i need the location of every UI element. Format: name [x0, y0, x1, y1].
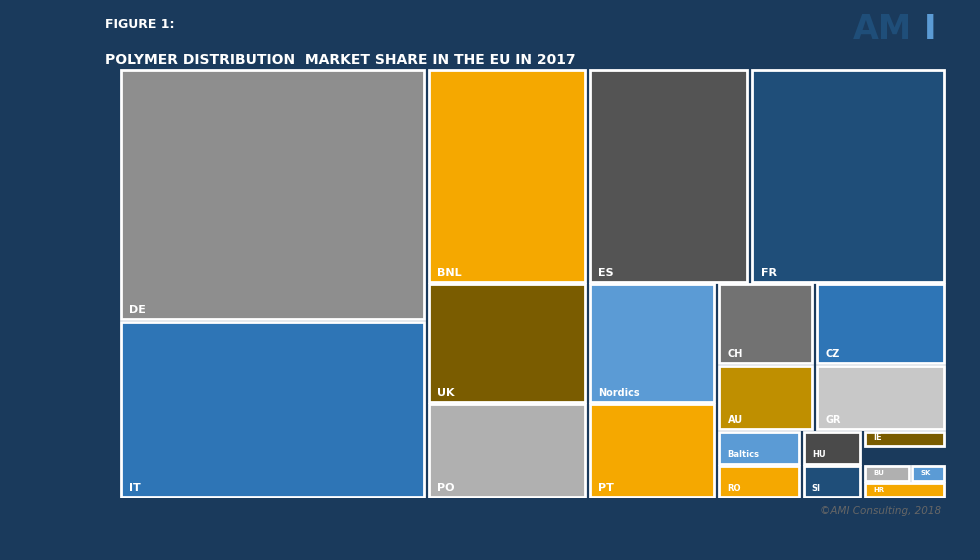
FancyBboxPatch shape: [911, 466, 944, 480]
Text: HU: HU: [811, 450, 825, 459]
FancyBboxPatch shape: [864, 432, 944, 446]
FancyBboxPatch shape: [719, 466, 799, 497]
FancyBboxPatch shape: [816, 284, 944, 363]
FancyBboxPatch shape: [719, 432, 799, 464]
Text: FIGURE 1:: FIGURE 1:: [105, 18, 174, 31]
Text: CZ: CZ: [825, 349, 840, 359]
FancyBboxPatch shape: [864, 483, 944, 497]
Text: RO: RO: [727, 484, 741, 493]
Text: Nordics: Nordics: [598, 388, 640, 398]
Text: AM: AM: [854, 13, 912, 46]
FancyBboxPatch shape: [719, 366, 811, 430]
FancyBboxPatch shape: [122, 322, 423, 497]
Text: POLYMER DISTRIBUTION  MARKET SHARE IN THE EU IN 2017: POLYMER DISTRIBUTION MARKET SHARE IN THE…: [105, 53, 575, 67]
Text: BNL: BNL: [437, 268, 462, 278]
Text: DE: DE: [129, 305, 146, 315]
FancyBboxPatch shape: [864, 466, 908, 480]
FancyBboxPatch shape: [719, 284, 811, 363]
FancyBboxPatch shape: [590, 71, 748, 282]
Text: PO: PO: [437, 483, 455, 493]
Text: SI: SI: [811, 484, 821, 493]
Text: An AMI Consulting report – Polymer Distribution in Europe 2018: An AMI Consulting report – Polymer Distr…: [267, 528, 713, 540]
Text: Baltics: Baltics: [727, 450, 760, 459]
FancyBboxPatch shape: [590, 284, 714, 402]
FancyBboxPatch shape: [428, 404, 585, 497]
FancyBboxPatch shape: [804, 466, 859, 497]
Text: IE: IE: [873, 433, 882, 442]
Text: AU: AU: [727, 415, 743, 425]
Text: PT: PT: [598, 483, 613, 493]
FancyBboxPatch shape: [816, 366, 944, 430]
FancyBboxPatch shape: [753, 71, 944, 282]
Text: UK: UK: [437, 388, 455, 398]
Text: ES: ES: [598, 268, 613, 278]
FancyBboxPatch shape: [804, 432, 859, 464]
FancyBboxPatch shape: [590, 404, 714, 497]
Text: IT: IT: [129, 483, 141, 493]
FancyBboxPatch shape: [428, 71, 585, 282]
Text: ©AMI Consulting, 2018: ©AMI Consulting, 2018: [820, 506, 942, 516]
Text: BU: BU: [873, 470, 884, 477]
Text: CH: CH: [727, 349, 743, 359]
Text: HR: HR: [873, 487, 884, 493]
Text: GR: GR: [825, 415, 841, 425]
Text: SK: SK: [920, 470, 930, 477]
FancyBboxPatch shape: [122, 71, 423, 319]
Text: FR: FR: [760, 268, 776, 278]
Text: I: I: [924, 13, 937, 46]
FancyBboxPatch shape: [428, 284, 585, 402]
